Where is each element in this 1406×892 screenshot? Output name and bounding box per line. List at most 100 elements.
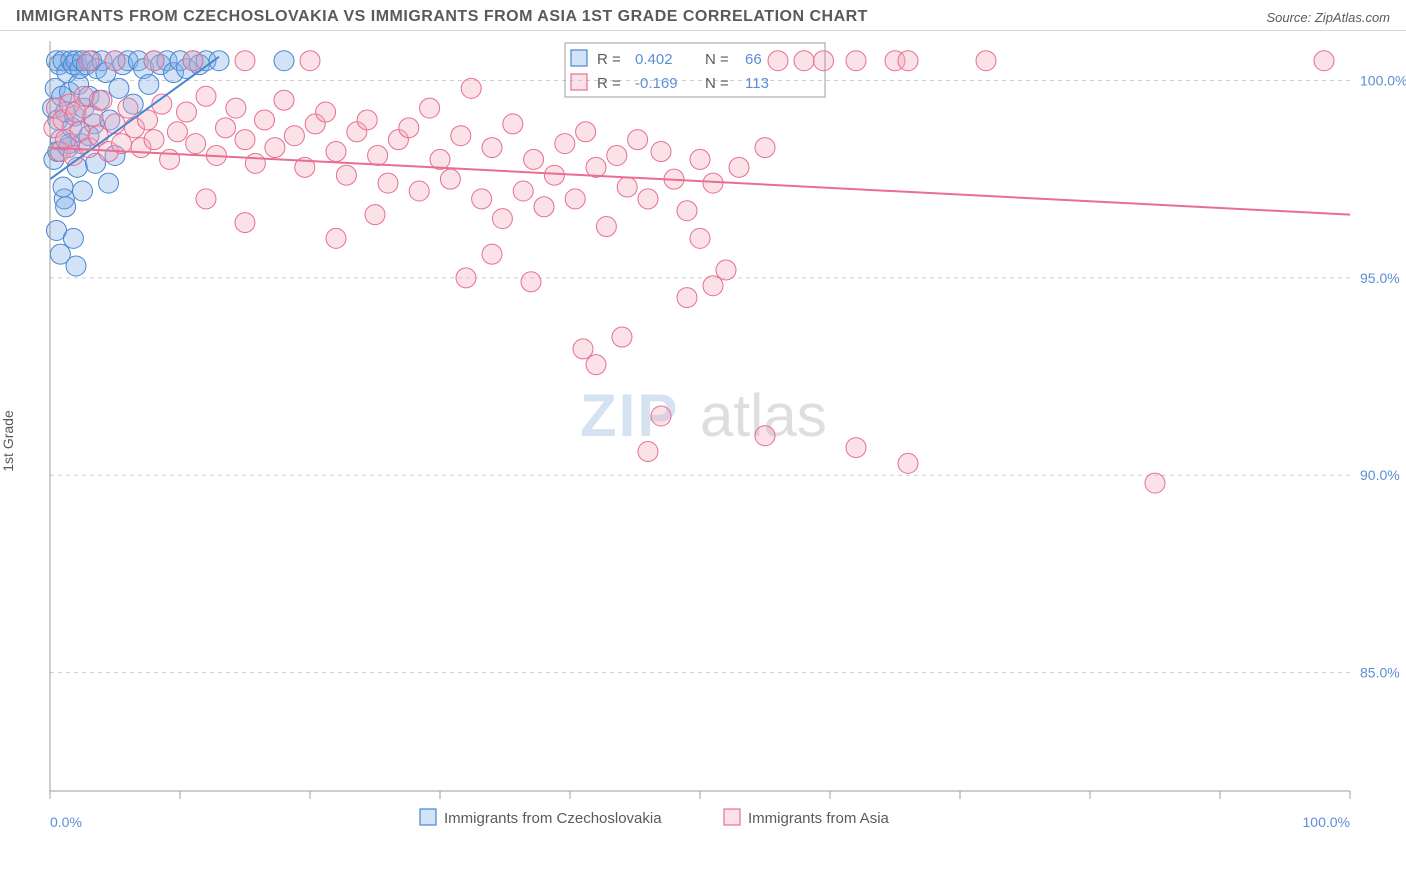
y-tick-label: 85.0% <box>1360 665 1400 681</box>
x-tick-label: 0.0% <box>50 814 82 830</box>
data-point <box>245 153 265 173</box>
data-point <box>440 169 460 189</box>
data-point <box>1145 473 1165 493</box>
data-point <box>255 110 275 130</box>
data-point <box>451 126 471 146</box>
data-point <box>284 126 304 146</box>
data-point <box>503 114 523 134</box>
data-point <box>755 138 775 158</box>
data-point <box>492 209 512 229</box>
data-point <box>482 138 502 158</box>
data-point <box>144 51 164 71</box>
data-point <box>196 86 216 106</box>
data-point <box>235 213 255 233</box>
y-tick-label: 100.0% <box>1360 72 1406 88</box>
data-point <box>607 145 627 165</box>
x-tick-label: 100.0% <box>1303 814 1350 830</box>
data-point <box>378 173 398 193</box>
data-point <box>472 189 492 209</box>
stat-n-value: 66 <box>745 51 762 68</box>
data-point <box>326 228 346 248</box>
data-point <box>586 157 606 177</box>
data-point <box>651 142 671 162</box>
data-point <box>573 339 593 359</box>
data-point <box>794 51 814 71</box>
data-point <box>316 102 336 122</box>
data-point <box>513 181 533 201</box>
data-point <box>92 90 112 110</box>
data-point <box>576 122 596 142</box>
data-point <box>399 118 419 138</box>
data-point <box>79 51 99 71</box>
data-point <box>183 51 203 71</box>
data-point <box>612 327 632 347</box>
data-point <box>555 134 575 154</box>
data-point <box>586 355 606 375</box>
data-point <box>565 189 585 209</box>
data-point <box>235 130 255 150</box>
data-point <box>461 78 481 98</box>
stat-n-label: N = <box>705 75 729 92</box>
scatter-chart: 85.0%90.0%95.0%100.0%ZIPatlas0.0%100.0%R… <box>0 31 1406 851</box>
data-point <box>677 201 697 221</box>
data-point <box>703 276 723 296</box>
data-point <box>118 98 138 118</box>
data-point <box>139 74 159 94</box>
data-point <box>196 189 216 209</box>
legend-label: Immigrants from Asia <box>748 810 890 827</box>
data-point <box>755 426 775 446</box>
data-point <box>628 130 648 150</box>
data-point <box>596 217 616 237</box>
y-tick-label: 90.0% <box>1360 467 1400 483</box>
data-point <box>814 51 834 71</box>
source-label: Source: ZipAtlas.com <box>1266 10 1390 25</box>
data-point <box>898 453 918 473</box>
data-point <box>409 181 429 201</box>
data-point <box>716 260 736 280</box>
legend-swatch <box>724 809 740 825</box>
data-point <box>56 197 76 217</box>
data-point <box>99 173 119 193</box>
data-point <box>109 78 129 98</box>
data-point <box>336 165 356 185</box>
stat-n-label: N = <box>705 51 729 68</box>
data-point <box>524 149 544 169</box>
data-point <box>365 205 385 225</box>
data-point <box>105 51 125 71</box>
stat-n-value: 113 <box>745 75 769 92</box>
data-point <box>534 197 554 217</box>
y-axis-label: 1st Grade <box>0 410 16 471</box>
data-point <box>235 51 255 71</box>
legend-swatch <box>571 50 587 66</box>
data-point <box>521 272 541 292</box>
data-point <box>544 165 564 185</box>
data-point <box>1314 51 1334 71</box>
data-point <box>226 98 246 118</box>
data-point <box>73 181 93 201</box>
data-point <box>274 90 294 110</box>
data-point <box>265 138 285 158</box>
legend-swatch <box>571 74 587 90</box>
chart-area: 1st Grade 85.0%90.0%95.0%100.0%ZIPatlas0… <box>0 31 1406 851</box>
stat-r-value: -0.169 <box>635 75 678 92</box>
data-point <box>482 244 502 264</box>
data-point <box>677 288 697 308</box>
data-point <box>53 177 73 197</box>
data-point <box>300 51 320 71</box>
data-point <box>177 102 197 122</box>
legend-label: Immigrants from Czechoslovakia <box>444 810 662 827</box>
data-point <box>690 149 710 169</box>
data-point <box>167 122 187 142</box>
data-point <box>898 51 918 71</box>
data-point <box>846 438 866 458</box>
stat-r-value: 0.402 <box>635 51 673 68</box>
data-point <box>651 406 671 426</box>
data-point <box>144 130 164 150</box>
data-point <box>326 142 346 162</box>
data-point <box>456 268 476 288</box>
data-point <box>617 177 637 197</box>
data-point <box>274 51 294 71</box>
data-point <box>63 228 83 248</box>
data-point <box>420 98 440 118</box>
data-point <box>357 110 377 130</box>
